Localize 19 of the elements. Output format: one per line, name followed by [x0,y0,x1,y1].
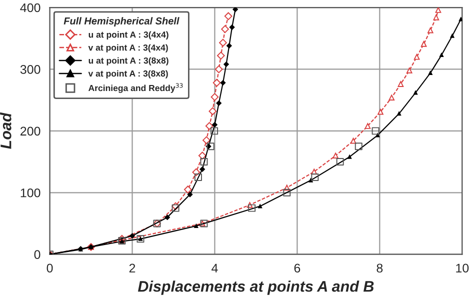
x-tick-label: 8 [376,264,383,273]
legend-label: u at point A : 3(4x4) [88,31,168,40]
x-tick-label: 0 [46,264,53,273]
y-tick-label: 400 [20,3,40,12]
legend-label: u at point A : 3(8x8) [88,57,168,66]
y-tick-label: 100 [20,188,40,198]
y-tick-label: 300 [20,65,40,74]
legend-title: Full Hemispherical Shell [64,17,180,26]
x-tick-label: 2 [129,264,136,272]
x-tick-label: 10 [456,264,469,273]
y-axis-title: Load [0,112,12,149]
legend-label: Arciniega and Reddy$^{33}$ [88,83,183,93]
x-axis-title: Displacements at points A and B [138,280,374,295]
y-tick-label: 0 [34,250,40,259]
x-tick-label: 4 [212,264,218,272]
legend-label: v at point A : 3(4x4) [88,44,168,52]
x-tick-label: 6 [294,264,300,273]
legend-label: v at point A : 3(8x8) [88,70,168,78]
y-tick-label: 200 [20,126,40,136]
